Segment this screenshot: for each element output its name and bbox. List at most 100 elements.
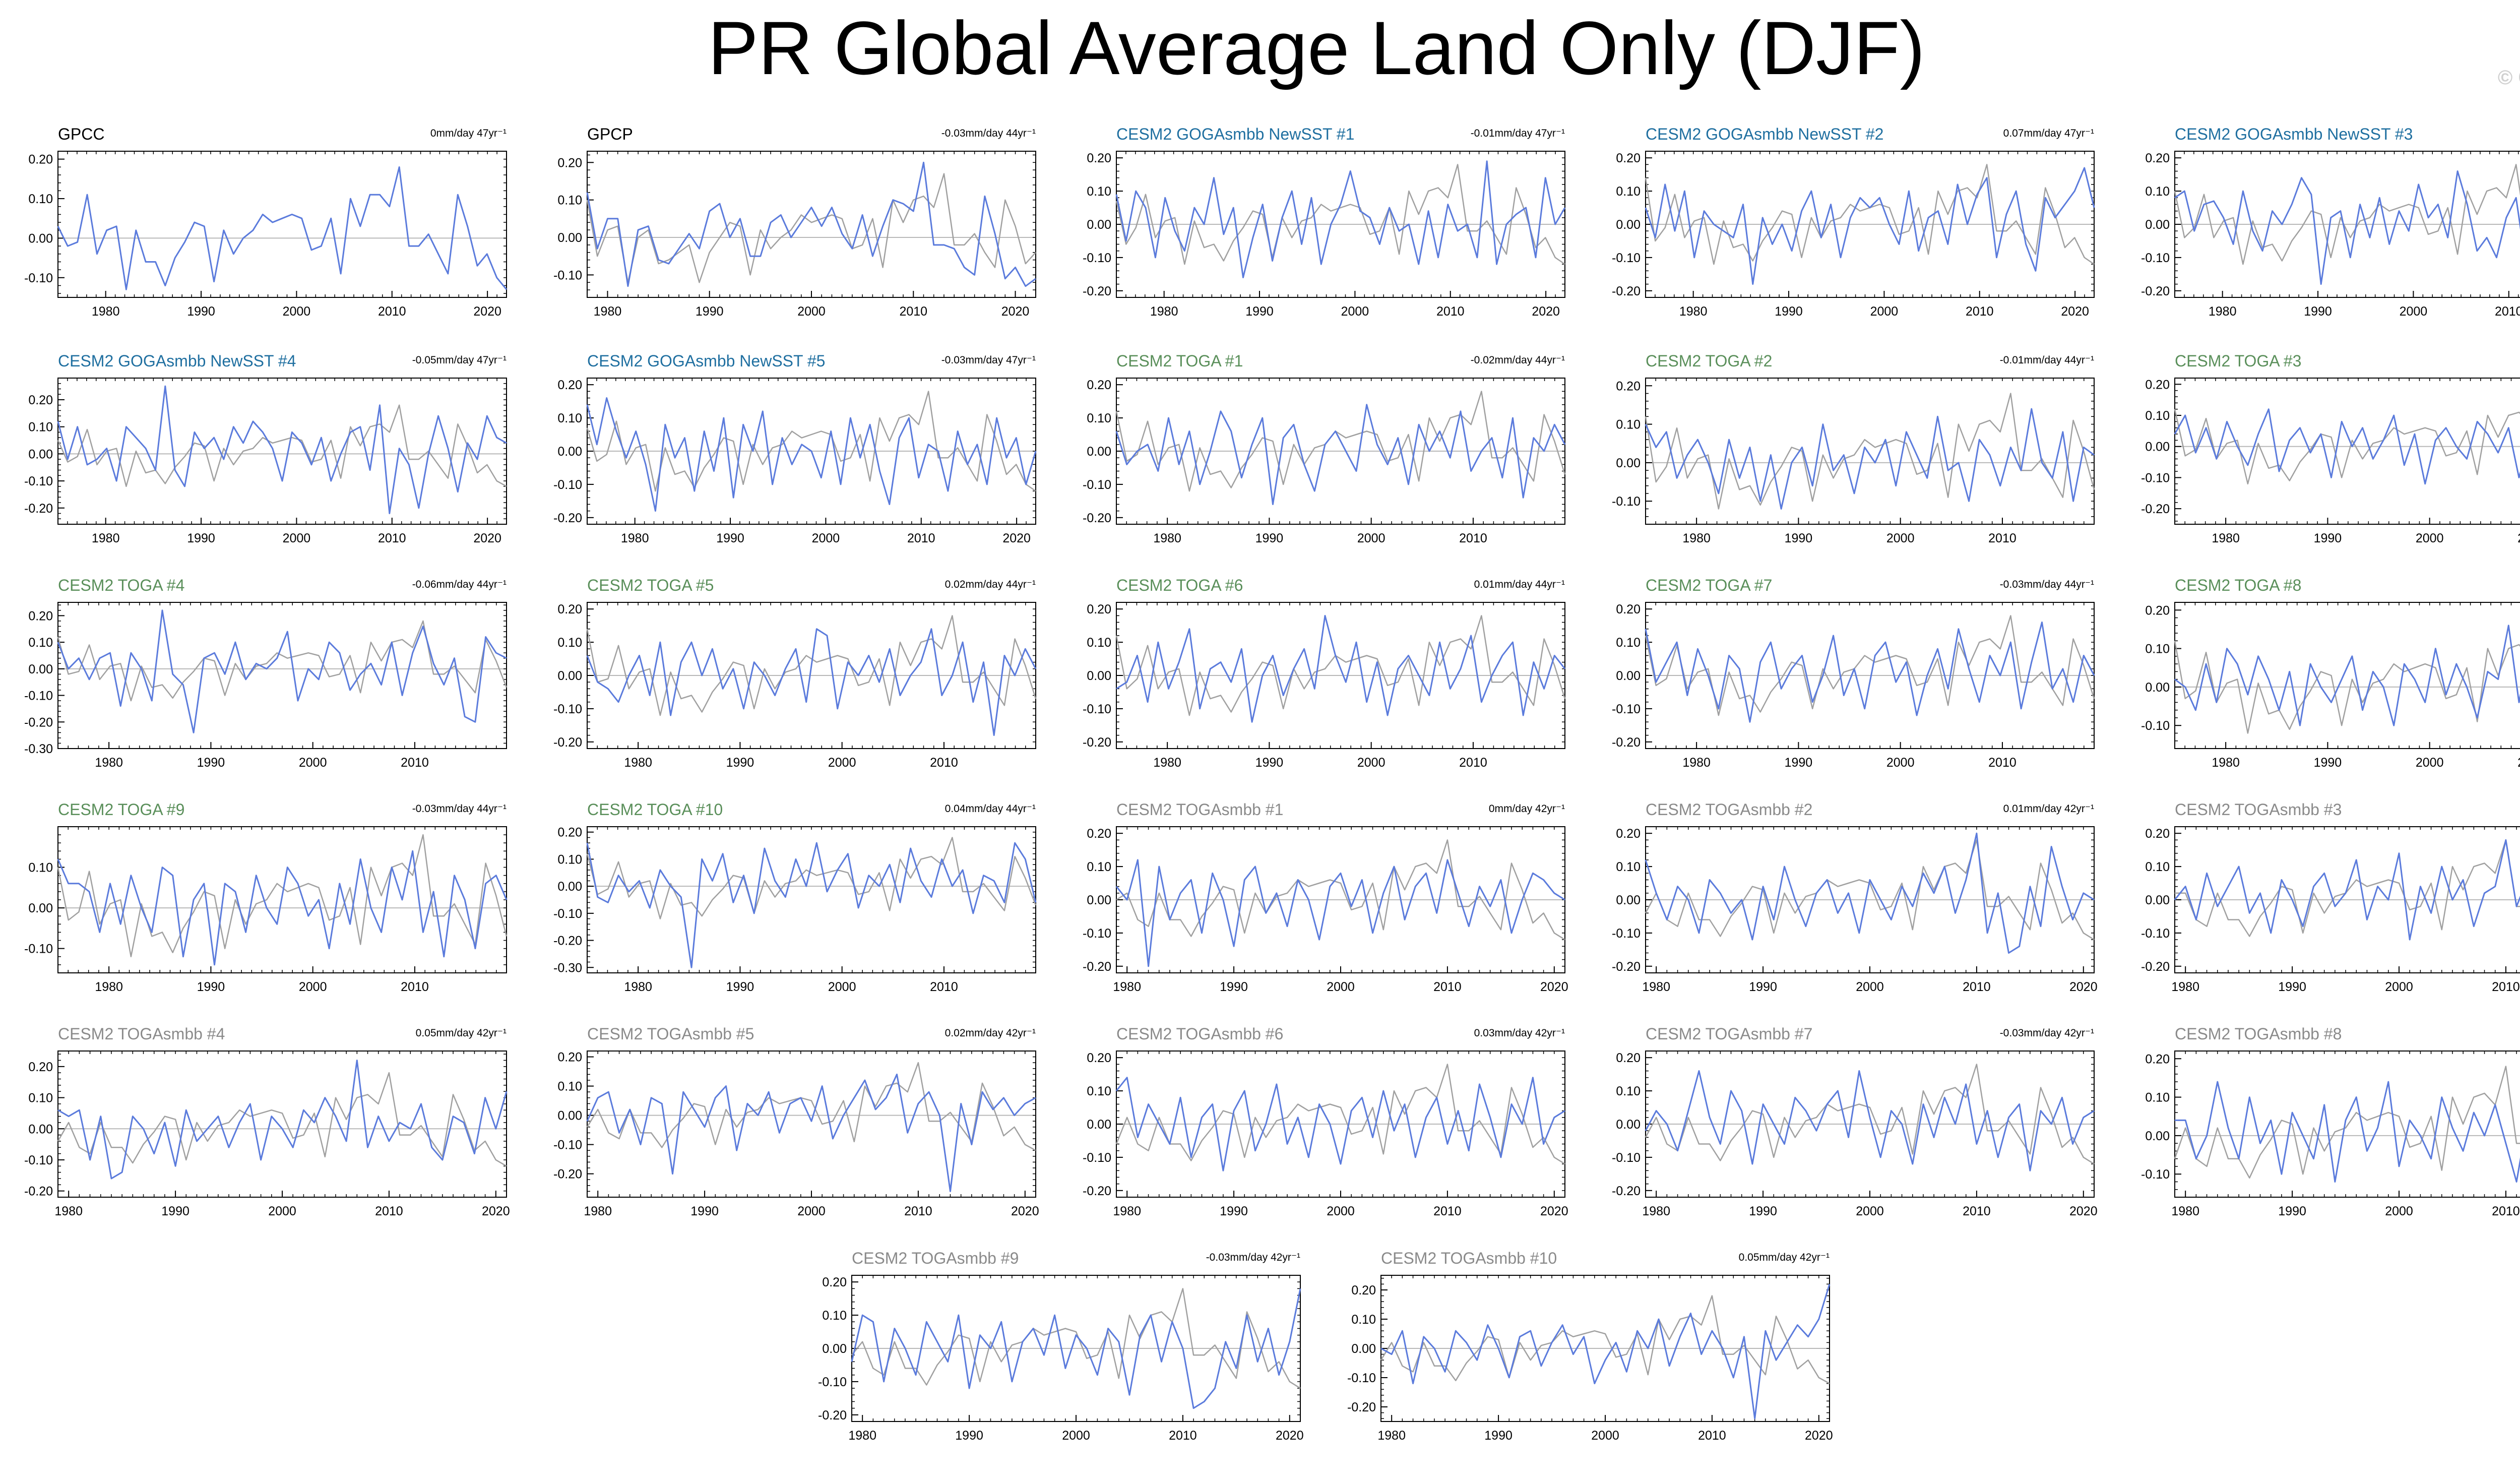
- x-tick-label: 1980: [1679, 304, 1708, 319]
- y-tick-label: -0.20: [553, 934, 582, 948]
- watermark: © CVDP-LE: [2497, 67, 2520, 89]
- y-tick-label: 0.20: [1616, 151, 1641, 165]
- panel-plot: 1980 1990 2000 2010 2020 0.20 0.10 0.00 -0.10 -0.…: [1612, 1050, 2098, 1218]
- reference-series-line: [1645, 1064, 2095, 1165]
- ensemble-series-line: [1645, 622, 2095, 723]
- ensemble-series-line: [57, 166, 508, 290]
- panel-title: CESM2 TOGAsmbb #3: [2175, 800, 2342, 819]
- x-tick-label: 1980: [594, 304, 622, 319]
- panel-trend: -0.01mm/day 47yr⁻¹: [1470, 128, 1565, 139]
- panel-title: CESM2 TOGAsmbb #2: [1646, 800, 1813, 819]
- y-tick-label: 0.00: [1087, 1118, 1111, 1132]
- y-tick-label: 0.00: [2145, 893, 2170, 907]
- chart-panel: CESM2 TOGA #7 -0.03mm/day 44yr⁻¹ 1980 1990 2…: [1590, 576, 2095, 771]
- panel-plot: 1980 1990 2000 2010 0.10 0.00 -0.10: [24, 826, 508, 994]
- ensemble-series-line: [586, 628, 1037, 736]
- panel-plot: 1980 1990 2000 2010 2020 0.20 0.10 0.00 -0.10 -0.…: [1083, 151, 1566, 319]
- reference-series-line: [1645, 615, 2095, 716]
- y-tick-label: -0.10: [2141, 471, 2170, 485]
- y-tick-label: -0.20: [2141, 960, 2170, 974]
- panel-plot: 1980 1990 2000 2010 0.20 0.10 0.00 -0.10 -0.20 -0…: [24, 602, 508, 770]
- chart-panel: CESM2 TOGA #9 -0.03mm/day 44yr⁻¹ 1980 1990 2…: [3, 800, 508, 996]
- y-tick-label: 0.20: [1351, 1283, 1376, 1297]
- x-tick-label: 2010: [907, 531, 935, 545]
- chart-panel: CESM2 TOGAsmbb #4 0.05mm/day 42yr⁻¹ 1980 19…: [3, 1025, 510, 1220]
- y-tick-label: -0.30: [24, 742, 53, 756]
- y-tick-label: 0.10: [2145, 860, 2170, 874]
- reference-series-line: [851, 1288, 1301, 1389]
- y-tick-label: 0.00: [557, 1109, 582, 1123]
- y-tick-label: 0.10: [557, 636, 582, 650]
- y-tick-label: -0.10: [818, 1375, 847, 1389]
- ensemble-series-line: [1115, 404, 1566, 505]
- x-tick-label: 1990: [1220, 1204, 1248, 1218]
- y-tick-label: 0.00: [557, 669, 582, 683]
- ensemble-series-line: [2175, 1081, 2520, 1183]
- chart-panel: CESM2 TOGA #2 -0.01mm/day 44yr⁻¹ 1980 1990 2…: [1590, 352, 2095, 547]
- x-tick-label: 1990: [197, 756, 225, 770]
- y-tick-label: 0.20: [1616, 602, 1641, 616]
- x-tick-label: 2000: [1856, 980, 1884, 994]
- y-tick-label: -0.10: [1347, 1371, 1376, 1385]
- panel-title: CESM2 TOGA #3: [2175, 352, 2302, 370]
- x-tick-label: 2000: [1357, 756, 1385, 770]
- panel-trend: -0.03mm/day 47yr⁻¹: [941, 354, 1036, 366]
- x-tick-label: 1990: [2314, 756, 2342, 770]
- chart-panel: CESM2 TOGA #10 0.04mm/day 44yr⁻¹ 1980 1990 2…: [532, 800, 1037, 996]
- y-tick-label: -0.10: [24, 1153, 53, 1167]
- y-tick-label: 0.10: [1087, 636, 1111, 650]
- x-tick-label: 2010: [1433, 1204, 1462, 1218]
- panel-trend: 0mm/day 47yr⁻¹: [430, 128, 507, 139]
- x-tick-label: 2000: [1357, 531, 1385, 545]
- panel-trend: 0.01mm/day 42yr⁻¹: [2003, 803, 2094, 815]
- y-tick-label: 0.00: [557, 445, 582, 459]
- y-tick-label: -0.10: [553, 478, 582, 492]
- x-tick-label: 1990: [1255, 756, 1284, 770]
- y-tick-label: 0.00: [2145, 218, 2170, 232]
- y-tick-label: 0.20: [1616, 827, 1641, 841]
- ensemble-series-line: [851, 1288, 1301, 1409]
- x-tick-label: 2010: [401, 980, 429, 994]
- ensemble-series-line: [1645, 832, 2095, 954]
- chart-panel: CESM2 GOGAsmbb NewSST #1 -0.01mm/day 47yr…: [1061, 125, 1566, 320]
- x-tick-label: 2010: [1433, 980, 1462, 994]
- chart-panel: CESM2 TOGAsmbb #5 0.02mm/day 42yr⁻¹ 1980 19…: [532, 1025, 1039, 1220]
- axes-frame: [2174, 378, 2520, 525]
- ensemble-series-line: [2174, 625, 2520, 726]
- x-tick-label: 1990: [1484, 1429, 1513, 1443]
- y-tick-label: 0.20: [1087, 602, 1111, 616]
- panel-trend: -0.02mm/day 44yr⁻¹: [1470, 354, 1565, 366]
- y-tick-label: -0.10: [1612, 1151, 1641, 1165]
- x-tick-label: 2000: [2385, 980, 2413, 994]
- reference-series-line: [586, 391, 1036, 492]
- y-tick-label: 0.10: [2145, 1091, 2170, 1105]
- reference-series-line: [57, 1072, 507, 1167]
- y-tick-label: -0.10: [2141, 719, 2170, 733]
- x-tick-label: 1980: [2209, 304, 2237, 319]
- x-tick-label: 2000: [828, 980, 856, 994]
- x-tick-label: 2000: [2385, 1204, 2413, 1218]
- reference-series-line: [2174, 641, 2520, 734]
- y-tick-label: -0.10: [24, 474, 53, 488]
- x-tick-label: 2000: [2400, 304, 2428, 319]
- ensemble-series-line: [2174, 170, 2520, 285]
- x-tick-label: 2010: [2495, 304, 2520, 319]
- y-tick-label: -0.10: [1083, 702, 1111, 716]
- panel-title: CESM2 TOGA #7: [1646, 576, 1773, 594]
- y-tick-label: 0.00: [1616, 669, 1641, 683]
- chart-panel: CESM2 GOGAsmbb NewSST #2 0.07mm/day 47yr⁻…: [1590, 125, 2095, 320]
- x-tick-label: 1980: [1153, 756, 1181, 770]
- y-tick-label: 0.00: [1351, 1342, 1376, 1356]
- panel-plot: 1980 1990 2000 2010 0.20 0.10 0.00 -0.10 -0.20: [2141, 378, 2520, 545]
- y-tick-label: 0.00: [28, 1122, 53, 1136]
- y-tick-label: -0.10: [1612, 926, 1641, 941]
- y-tick-label: 0.10: [2145, 184, 2170, 199]
- chart-panel: CESM2 GOGAsmbb NewSST #4 -0.05mm/day 47yr…: [3, 352, 507, 547]
- ensemble-series-line: [1645, 1070, 2095, 1171]
- x-tick-label: 1980: [1377, 1429, 1406, 1443]
- y-tick-label: 0.10: [557, 852, 582, 867]
- x-tick-label: 1990: [161, 1204, 190, 1218]
- x-tick-label: 2010: [1459, 531, 1487, 545]
- y-tick-label: 0.10: [822, 1309, 847, 1323]
